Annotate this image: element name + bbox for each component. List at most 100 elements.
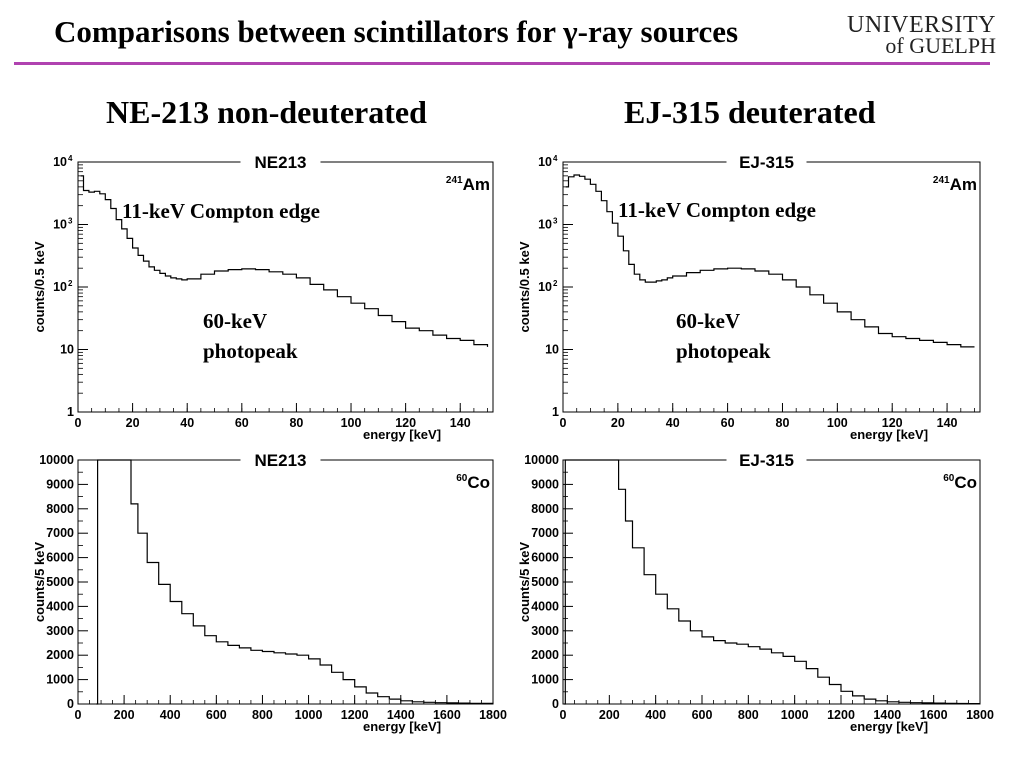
x-tick-label: 1600 — [920, 708, 948, 722]
y-tick-label: 3000 — [531, 624, 559, 638]
x-tick-label: 60 — [235, 416, 249, 430]
x-tick-label: 400 — [645, 708, 666, 722]
y-tick-label: 9000 — [46, 477, 74, 491]
y-tick-label: 1000 — [46, 673, 74, 687]
university-logo: UNIVERSITY of GUELPH — [847, 12, 1000, 58]
y-tick-exponent: 3 — [68, 217, 73, 226]
x-tick-label: 0 — [75, 416, 82, 430]
annotation-photopeak-right-line2: photopeak — [676, 339, 771, 363]
annotation-photopeak-left-line2: photopeak — [203, 339, 298, 363]
x-tick-label: 1800 — [479, 708, 507, 722]
chart-title-backing — [240, 451, 321, 469]
annotation-compton-edge-left: 11-keV Compton edge — [122, 199, 320, 223]
source-mass-number: 241 — [933, 175, 950, 186]
x-tick-label: 400 — [160, 708, 181, 722]
x-tick-label: 1200 — [341, 708, 369, 722]
y-tick-label: 8000 — [46, 502, 74, 516]
y-tick-label: 0 — [67, 697, 74, 711]
column-heading-right: EJ-315 deuterated — [624, 94, 876, 130]
x-tick-label: 60 — [721, 416, 735, 430]
y-tick-label: 1 — [552, 405, 559, 419]
x-tick-label: 800 — [738, 708, 759, 722]
y-tick-label: 0 — [552, 697, 559, 711]
x-tick-label: 600 — [692, 708, 713, 722]
y-tick-label: 10 — [53, 218, 67, 232]
x-tick-label: 1200 — [827, 708, 855, 722]
x-tick-label: 0 — [560, 708, 567, 722]
y-tick-exponent: 2 — [68, 279, 73, 288]
x-tick-label: 0 — [75, 708, 82, 722]
y-tick-label: 8000 — [531, 502, 559, 516]
annotation-compton-edge-right: 11-keV Compton edge — [618, 198, 816, 222]
y-tick-exponent: 4 — [68, 154, 73, 163]
x-tick-label: 100 — [827, 416, 848, 430]
x-tick-label: 140 — [937, 416, 958, 430]
annotation-photopeak-left-line1: 60-keV — [203, 309, 268, 333]
column-heading-left: NE-213 non-deuterated — [106, 94, 427, 130]
y-tick-exponent: 3 — [553, 217, 558, 226]
x-tick-label: 1600 — [433, 708, 461, 722]
chart-ne213-co: 0 200 400 600 800 1000 1200 1400 1600 1800 0 1000 20… — [32, 451, 507, 734]
y-axis-title: counts/5 keV — [517, 542, 532, 623]
source-mass-number: 60 — [943, 473, 955, 484]
chart-title-backing — [726, 153, 807, 171]
x-tick-label: 120 — [882, 416, 903, 430]
title-divider — [14, 62, 990, 65]
x-tick-label: 80 — [289, 416, 303, 430]
y-tick-exponent: 4 — [553, 154, 558, 163]
chart-title: NE213 — [255, 153, 307, 172]
chart-title: NE213 — [255, 451, 307, 470]
y-tick-label: 9000 — [531, 477, 559, 491]
y-tick-label: 10 — [538, 155, 552, 169]
y-tick-label: 2000 — [531, 648, 559, 662]
chart-title: EJ-315 — [739, 451, 794, 470]
y-tick-label: 10 — [545, 343, 559, 357]
y-tick-label: 10 — [53, 155, 67, 169]
spectrum-trace — [96, 459, 494, 705]
x-tick-label: 800 — [252, 708, 273, 722]
source-element: Co — [954, 473, 977, 492]
y-tick-label: 4000 — [531, 599, 559, 613]
x-tick-label: 1400 — [873, 708, 901, 722]
y-tick-label: 5000 — [46, 575, 74, 589]
chart-title-backing — [726, 451, 807, 469]
x-tick-label: 200 — [114, 708, 135, 722]
x-axis-title: energy [keV] — [363, 719, 441, 734]
x-tick-label: 20 — [611, 416, 625, 430]
spectrum-trace — [80, 175, 489, 347]
spectrum-trace — [564, 459, 980, 705]
y-tick-label: 1 — [67, 405, 74, 419]
x-tick-label: 1000 — [295, 708, 323, 722]
x-tick-label: 40 — [180, 416, 194, 430]
source-mass-number: 241 — [446, 175, 463, 186]
y-tick-label: 6000 — [531, 551, 559, 565]
x-tick-label: 200 — [599, 708, 620, 722]
y-tick-label: 7000 — [46, 526, 74, 540]
source-mass-number: 60 — [456, 473, 468, 484]
y-tick-label: 10000 — [524, 453, 559, 467]
logo-line-1: UNIVERSITY — [847, 12, 996, 38]
y-tick-label: 10 — [60, 343, 74, 357]
x-axis-title: energy [keV] — [850, 719, 928, 734]
source-label: 60Co — [943, 473, 977, 492]
y-tick-label: 5000 — [531, 575, 559, 589]
y-tick-label: 10 — [538, 218, 552, 232]
logo-line-2: of GUELPH — [885, 33, 996, 58]
y-tick-exponent: 2 — [553, 279, 558, 288]
source-label: 60Co — [456, 473, 490, 492]
x-axis-title: energy [keV] — [850, 427, 928, 442]
annotation-photopeak-right-line1: 60-keV — [676, 309, 741, 333]
chart-title: EJ-315 — [739, 153, 794, 172]
y-tick-label: 3000 — [46, 624, 74, 638]
y-tick-label: 1000 — [531, 673, 559, 687]
annotation-photopeak-right: 60-keV photopeak — [676, 306, 771, 366]
y-tick-label: 2000 — [46, 648, 74, 662]
y-tick-label: 6000 — [46, 551, 74, 565]
x-tick-label: 80 — [776, 416, 790, 430]
x-tick-label: 1800 — [966, 708, 994, 722]
x-tick-label: 0 — [560, 416, 567, 430]
x-tick-label: 140 — [450, 416, 471, 430]
y-tick-label: 7000 — [531, 526, 559, 540]
